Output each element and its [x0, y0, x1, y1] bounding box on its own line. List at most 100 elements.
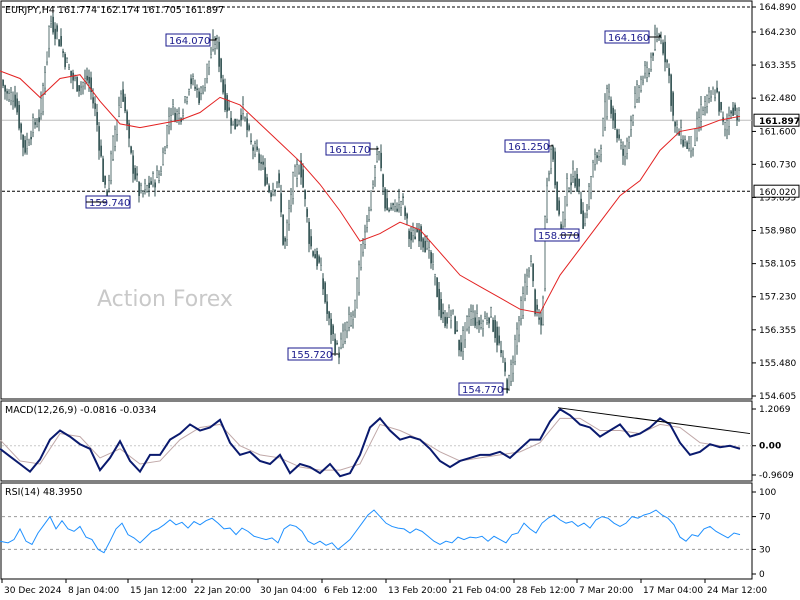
candle: [400, 200, 402, 216]
svg-text:158.870: 158.870: [538, 231, 579, 242]
candle: [570, 173, 572, 195]
candle: [388, 207, 390, 213]
candle: [508, 374, 510, 392]
candle: [334, 333, 336, 357]
macd-trendline: [557, 407, 751, 435]
candle: [618, 128, 620, 141]
candle: [676, 120, 678, 136]
candle: [128, 119, 130, 148]
candle: [398, 188, 400, 213]
candle: [56, 23, 58, 40]
candle: [162, 147, 164, 166]
candle: [62, 48, 64, 58]
rsi-pane-frame: [0, 482, 753, 580]
candle: [394, 199, 396, 213]
candle: [58, 38, 60, 47]
candle: [514, 334, 516, 366]
macd-axis-tick: 1.2069: [759, 405, 791, 415]
candle: [462, 326, 464, 360]
svg-text:159.740: 159.740: [89, 198, 130, 209]
candle: [498, 326, 500, 346]
price-annotation: 155.720: [287, 347, 339, 361]
candle: [266, 173, 268, 185]
price-annotation: 159.740: [85, 195, 131, 209]
candle: [688, 135, 690, 152]
candle: [530, 254, 532, 267]
macd-main-line: [0, 407, 741, 478]
candle: [392, 202, 394, 211]
candle: [380, 144, 382, 172]
candle: [510, 359, 512, 387]
candle: [114, 125, 116, 152]
candle: [98, 121, 100, 160]
candle: [714, 89, 716, 102]
candle: [134, 165, 136, 181]
macd-axis-tick: 0.00: [759, 442, 781, 452]
candle: [674, 120, 676, 133]
x-axis-label: 7 Mar 20:00: [579, 586, 634, 596]
candle: [76, 76, 78, 92]
candle: [96, 103, 98, 132]
candle: [650, 52, 652, 72]
candle: [648, 68, 650, 78]
candle: [470, 304, 472, 326]
candle: [694, 128, 696, 146]
candle: [444, 310, 446, 329]
candle: [144, 178, 146, 195]
candle: [574, 170, 576, 189]
candle: [664, 35, 666, 72]
price-axis-tick: 156.355: [759, 326, 796, 336]
candle: [112, 135, 114, 161]
candle: [210, 46, 212, 59]
candle: [46, 51, 48, 66]
candle: [720, 101, 722, 113]
candle: [494, 315, 496, 343]
candle: [306, 207, 308, 223]
candle: [126, 109, 128, 131]
candle: [254, 140, 256, 158]
candle: [178, 107, 180, 125]
candle: [18, 100, 20, 131]
candle: [80, 81, 82, 96]
rsi-axis-tick: 0: [759, 570, 765, 580]
x-axis-label: 17 Mar 04:00: [643, 586, 703, 596]
candle: [630, 115, 632, 137]
candle: [708, 86, 710, 104]
candle: [66, 57, 68, 63]
candle: [414, 227, 416, 240]
candle: [372, 180, 374, 190]
candle: [612, 105, 614, 129]
candle: [276, 181, 278, 189]
candle: [64, 52, 66, 70]
candle: [368, 206, 370, 222]
candle: [326, 294, 328, 321]
price-axis-tick: 154.605: [759, 392, 796, 402]
candle: [522, 286, 524, 320]
candle: [682, 135, 684, 148]
candle: [328, 310, 330, 326]
x-axis-label: 28 Feb 12:00: [516, 586, 575, 596]
candle: [652, 52, 654, 62]
candle: [404, 205, 406, 220]
candle: [278, 169, 280, 188]
candle: [386, 189, 388, 211]
price-axis-tick: 159.855: [759, 193, 796, 203]
candle: [464, 322, 466, 348]
candle: [158, 170, 160, 184]
candle: [594, 148, 596, 171]
candle: [206, 63, 208, 84]
candle: [4, 84, 6, 100]
macd-axis-tick: -0.9609: [759, 471, 794, 481]
candle: [492, 317, 494, 333]
candle: [194, 79, 196, 92]
candle: [660, 31, 662, 45]
candle: [282, 214, 284, 246]
rsi-axis-tick: 70: [759, 513, 771, 523]
candle: [192, 73, 194, 86]
candle: [486, 312, 488, 325]
candle: [580, 191, 582, 215]
svg-text:161.170: 161.170: [329, 145, 370, 156]
candle: [292, 171, 294, 205]
candle: [296, 158, 298, 188]
